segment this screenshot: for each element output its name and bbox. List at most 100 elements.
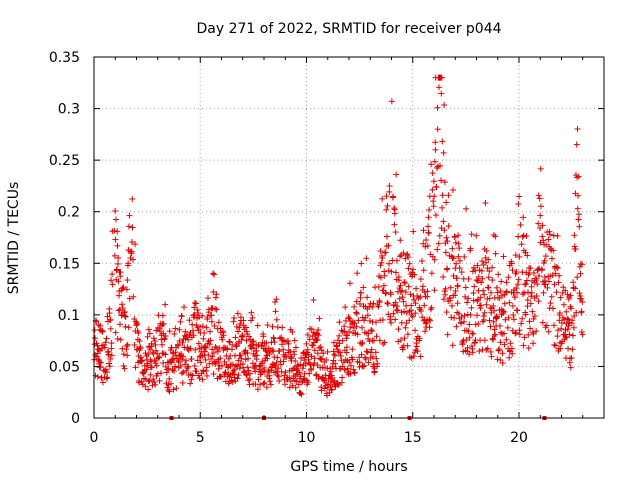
data-point	[525, 345, 532, 352]
data-point	[384, 299, 391, 306]
data-point	[388, 268, 395, 275]
data-point	[179, 353, 186, 360]
data-point	[124, 341, 131, 348]
data-point	[439, 192, 446, 199]
data-point	[433, 184, 440, 191]
data-point	[211, 271, 218, 278]
data-point	[289, 328, 296, 335]
data-point	[285, 338, 292, 345]
data-point	[330, 339, 337, 346]
data-point	[204, 314, 211, 321]
data-point	[362, 356, 369, 363]
data-point	[477, 294, 484, 301]
data-point	[189, 321, 196, 328]
data-point	[545, 278, 552, 285]
data-point	[560, 284, 567, 291]
data-point	[112, 216, 119, 223]
data-point	[487, 348, 494, 355]
data-point	[547, 273, 554, 280]
data-point	[356, 301, 363, 308]
data-point	[339, 337, 346, 344]
data-point	[570, 284, 577, 291]
data-point	[435, 240, 442, 247]
data-point	[431, 193, 438, 200]
data-point	[158, 370, 165, 377]
data-point	[431, 158, 438, 165]
data-point	[395, 326, 402, 333]
data-point	[474, 277, 481, 284]
data-point	[480, 287, 487, 294]
data-point	[398, 336, 405, 343]
data-point	[579, 261, 586, 268]
data-point	[302, 360, 309, 367]
data-point	[220, 329, 227, 336]
data-point	[238, 355, 245, 362]
data-point	[566, 331, 573, 338]
data-point	[337, 349, 344, 356]
data-point	[209, 353, 216, 360]
data-point	[246, 381, 253, 388]
data-point	[143, 366, 150, 373]
data-point	[236, 365, 243, 372]
data-point	[516, 253, 523, 260]
data-point	[470, 264, 477, 271]
data-point	[146, 377, 153, 384]
data-point	[165, 381, 172, 388]
data-point	[99, 345, 106, 352]
data-point	[324, 365, 331, 372]
data-point	[324, 348, 331, 355]
data-point	[347, 324, 354, 331]
data-point	[524, 252, 531, 259]
data-point	[472, 267, 479, 274]
data-point	[137, 343, 144, 350]
data-point	[358, 341, 365, 348]
data-point	[195, 340, 202, 347]
data-point	[109, 271, 116, 278]
data-point	[404, 331, 411, 338]
data-point	[539, 266, 546, 273]
data-point	[128, 248, 135, 255]
data-point	[417, 294, 424, 301]
data-point	[304, 331, 311, 338]
data-point	[388, 319, 395, 326]
data-point	[324, 392, 331, 399]
data-point	[272, 308, 279, 315]
data-point	[529, 308, 536, 315]
data-point	[491, 307, 498, 314]
data-point	[541, 257, 548, 264]
data-point	[502, 316, 509, 323]
data-point	[164, 384, 171, 391]
data-point	[494, 289, 501, 296]
data-point	[145, 386, 152, 393]
data-point	[535, 298, 542, 305]
data-point	[151, 379, 158, 386]
data-point	[197, 323, 204, 330]
data-point	[427, 317, 434, 324]
data-point	[401, 279, 408, 286]
data-point	[210, 350, 217, 357]
data-point	[303, 340, 310, 347]
data-point	[119, 285, 126, 292]
data-point	[497, 288, 504, 295]
data-point	[129, 195, 136, 202]
data-point	[233, 323, 240, 330]
data-points	[91, 74, 586, 399]
data-point	[350, 366, 357, 373]
data-point	[464, 344, 471, 351]
data-point	[122, 312, 129, 319]
data-point	[533, 277, 540, 284]
data-point	[557, 345, 564, 352]
data-point	[509, 302, 516, 309]
data-point	[430, 203, 437, 210]
data-point	[450, 255, 457, 262]
data-point	[443, 234, 450, 241]
data-point	[304, 346, 311, 353]
data-point	[275, 373, 282, 380]
data-point	[272, 299, 279, 306]
data-point	[97, 359, 104, 366]
data-point	[214, 348, 221, 355]
data-point	[241, 368, 248, 375]
data-point	[455, 310, 462, 317]
data-point	[440, 149, 447, 156]
data-point	[347, 280, 354, 287]
